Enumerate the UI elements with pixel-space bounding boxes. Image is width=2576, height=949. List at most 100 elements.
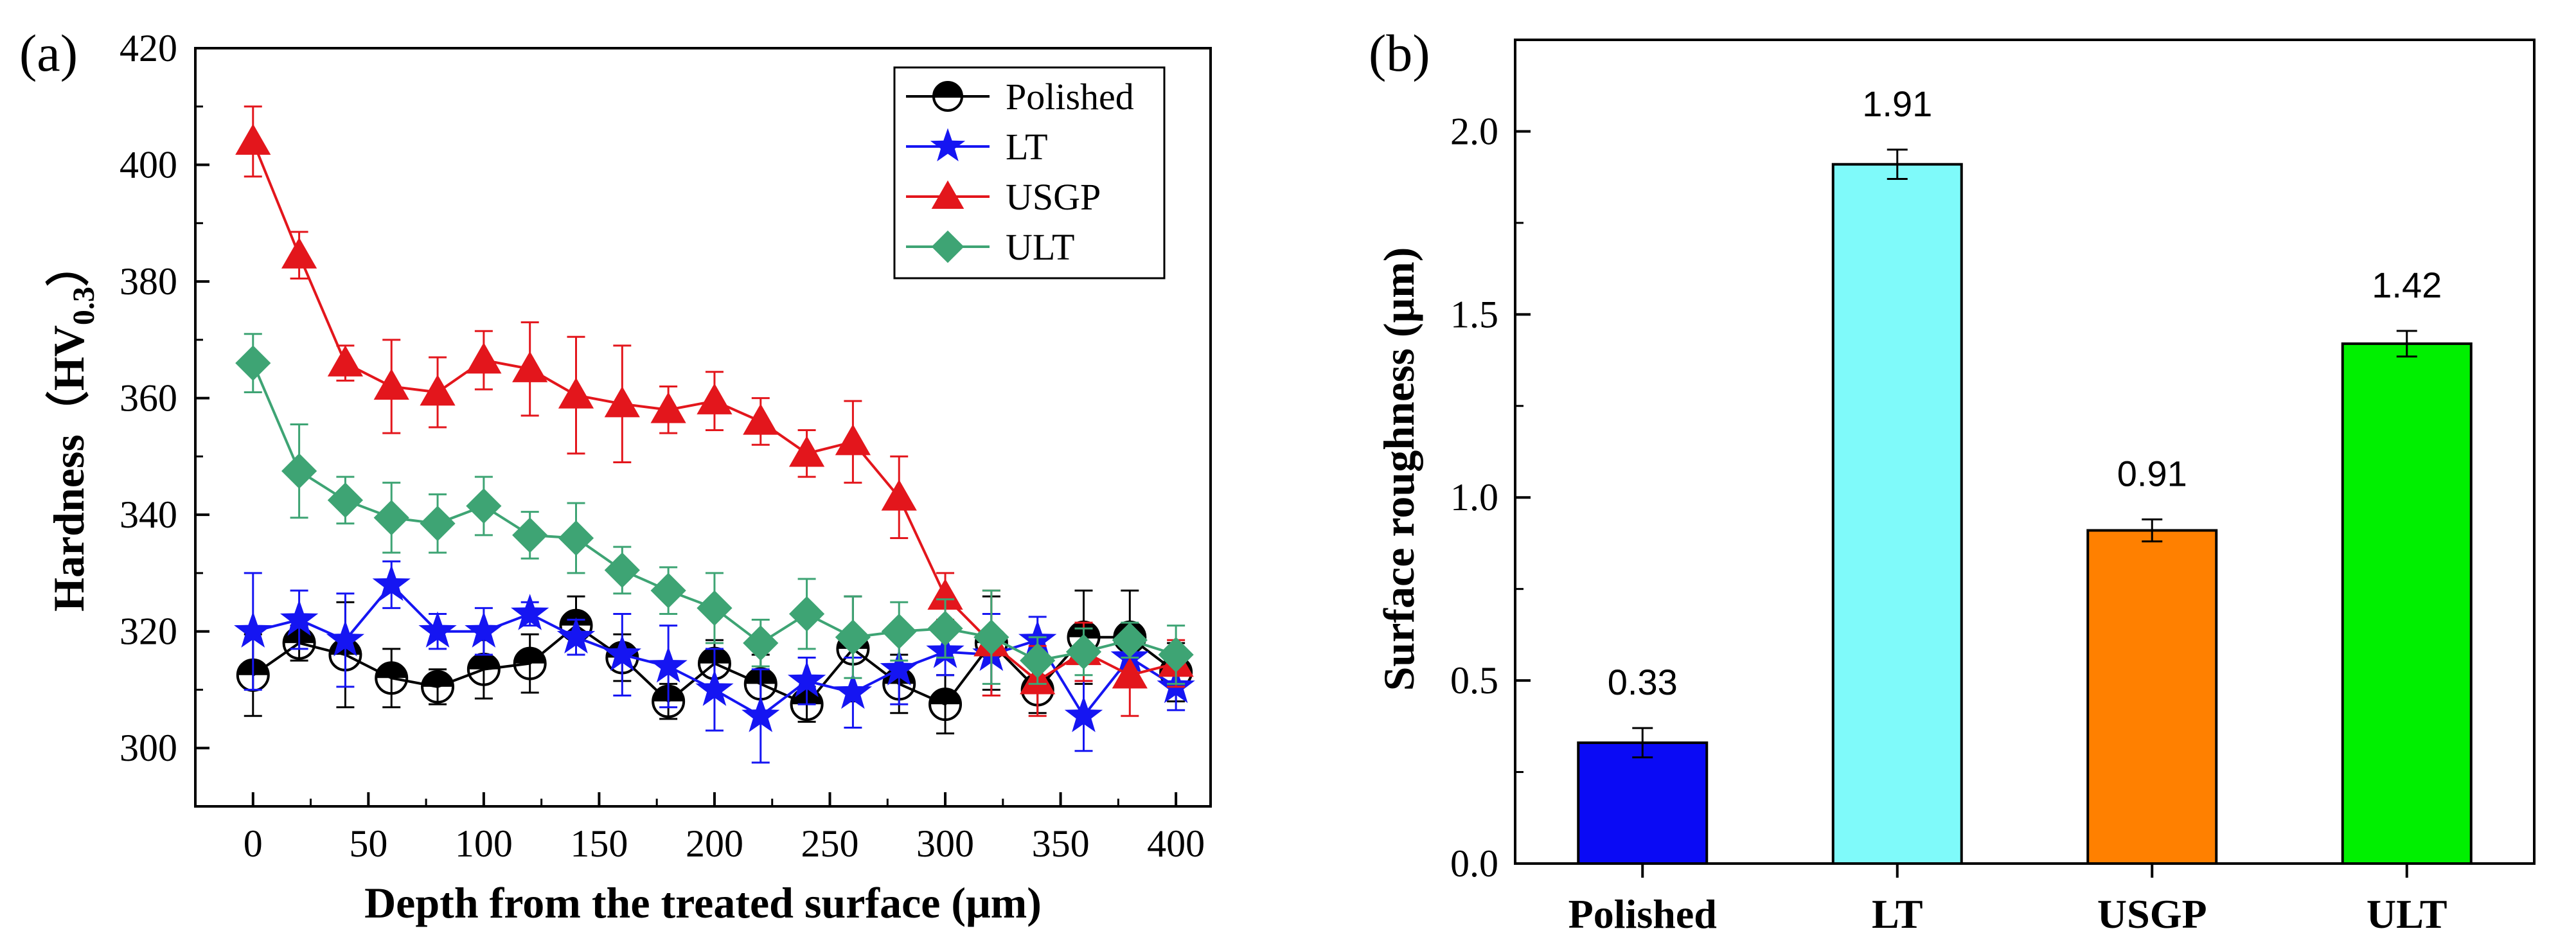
bar-value-label: 0.91: [2117, 453, 2187, 493]
marker-lt: [649, 646, 688, 683]
marker-usgp: [604, 386, 640, 418]
marker-usgp: [1112, 657, 1148, 689]
marker-half-top: [514, 648, 546, 664]
marker-usgp: [281, 237, 317, 269]
marker-ult: [1020, 643, 1056, 678]
marker-lt: [1064, 696, 1103, 732]
y-tick-label-a: 380: [120, 260, 177, 303]
marker-lt: [465, 611, 503, 648]
marker-ult: [743, 625, 779, 661]
marker-polished: [928, 687, 963, 722]
marker-usgp: [788, 436, 825, 467]
marker-usgp: [743, 404, 779, 435]
x-tick-label-a: 150: [570, 822, 628, 865]
bar-value-label: 1.42: [2372, 265, 2442, 305]
marker-ult: [327, 482, 364, 519]
y-tick-label-a: 360: [120, 377, 177, 420]
marker-lt: [695, 670, 734, 706]
marker-lt: [930, 128, 966, 162]
category-label-polished: Polished: [1568, 891, 1717, 937]
x-tick-label-a: 50: [349, 822, 387, 865]
y-tick-label-a: 320: [120, 610, 177, 653]
legend-label-ult: ULT: [1006, 226, 1074, 268]
marker-ring: [932, 81, 963, 112]
marker-ult: [1065, 634, 1102, 670]
y-axis-title-b: Surface roughness (μm): [1374, 247, 1423, 691]
y-tick-label-a: 420: [120, 27, 177, 69]
marker-ult: [835, 619, 871, 655]
marker-usgp: [373, 368, 409, 400]
marker-lt: [418, 611, 457, 648]
marker-lt: [234, 611, 272, 648]
marker-ult: [373, 500, 409, 536]
marker-ring: [928, 687, 963, 722]
bar-polished: [1577, 741, 1709, 865]
marker-lt: [603, 634, 641, 671]
marker-lt: [787, 661, 826, 698]
x-tick-label-a: 400: [1147, 822, 1205, 865]
y-tick-label-a: 400: [120, 144, 177, 186]
marker-ult: [927, 610, 963, 646]
marker-polished: [932, 81, 963, 112]
plot-frame-b: [1514, 39, 2536, 865]
series-ult: [235, 333, 1194, 685]
marker-ult: [1158, 637, 1194, 673]
roughness-chart: (b) 0.0 0.5 1.0 1.5 2.0 0.33 Polished 1.91 LT 0.…: [1369, 24, 2536, 937]
y-tick-label-a: 340: [120, 493, 177, 536]
marker-ult: [604, 552, 640, 588]
bar-ult: [2341, 342, 2473, 865]
y-tick-label-b: 0.0: [1450, 842, 1498, 885]
y-axis-title-a: Hardness（HV0.3）: [44, 243, 101, 612]
y-tick-label-b: 0.5: [1450, 659, 1498, 702]
marker-usgp: [327, 345, 364, 377]
category-label-ult: ULT: [2367, 891, 2447, 937]
marker-usgp: [235, 123, 271, 155]
marker-lt: [511, 594, 549, 630]
x-tick-label-a: 0: [244, 822, 263, 865]
x-tick-label-a: 100: [455, 822, 513, 865]
y-tick-label-b: 1.0: [1450, 476, 1498, 519]
marker-usgp: [697, 383, 733, 414]
legend-a: Polished LT USGP ULT: [893, 66, 1166, 279]
marker-ult: [697, 590, 733, 626]
marker-lt: [742, 696, 780, 732]
marker-ult: [650, 572, 686, 608]
marker-ult: [558, 520, 594, 556]
marker-usgp: [927, 578, 963, 610]
marker-usgp: [420, 374, 456, 406]
legend-label-usgp: USGP: [1006, 176, 1101, 218]
marker-half-top: [468, 653, 499, 670]
marker-lt: [880, 649, 918, 686]
legend-label-lt: LT: [1006, 126, 1048, 168]
marker-half-top: [934, 82, 962, 96]
hardness-chart: (a) 0 50 100 150 200 250 300 350 400 300 320 340 360…: [19, 24, 1212, 927]
marker-usgp: [835, 424, 871, 456]
marker-ult: [881, 614, 917, 650]
plot-frame-a: [194, 47, 1212, 808]
y-tick-label-a: 300: [120, 727, 177, 769]
bar-value-label: 1.91: [1862, 84, 1932, 124]
marker-polished: [375, 661, 409, 695]
x-tick-label-a: 250: [801, 822, 859, 865]
x-axis-title-a: Depth from the treated surface (μm): [364, 878, 1042, 927]
marker-ult: [420, 506, 456, 542]
marker-ult: [1112, 622, 1148, 658]
marker-ring: [421, 670, 455, 704]
marker-usgp: [650, 392, 686, 423]
panel-label-a: (a): [19, 24, 78, 82]
legend-label-polished: Polished: [1006, 76, 1134, 118]
marker-lt: [280, 599, 319, 636]
marker-lt: [833, 672, 873, 709]
marker-ult: [466, 488, 502, 524]
marker-ult: [512, 517, 548, 553]
marker-ult: [281, 453, 317, 489]
marker-ring: [513, 646, 547, 680]
marker-ult: [235, 345, 271, 381]
marker-usgp: [881, 479, 917, 511]
marker-lt: [372, 564, 411, 601]
marker-ult: [973, 619, 1009, 655]
x-tick-label-a: 350: [1032, 822, 1090, 865]
marker-polished: [513, 646, 547, 680]
x-tick-label-a: 200: [686, 822, 743, 865]
